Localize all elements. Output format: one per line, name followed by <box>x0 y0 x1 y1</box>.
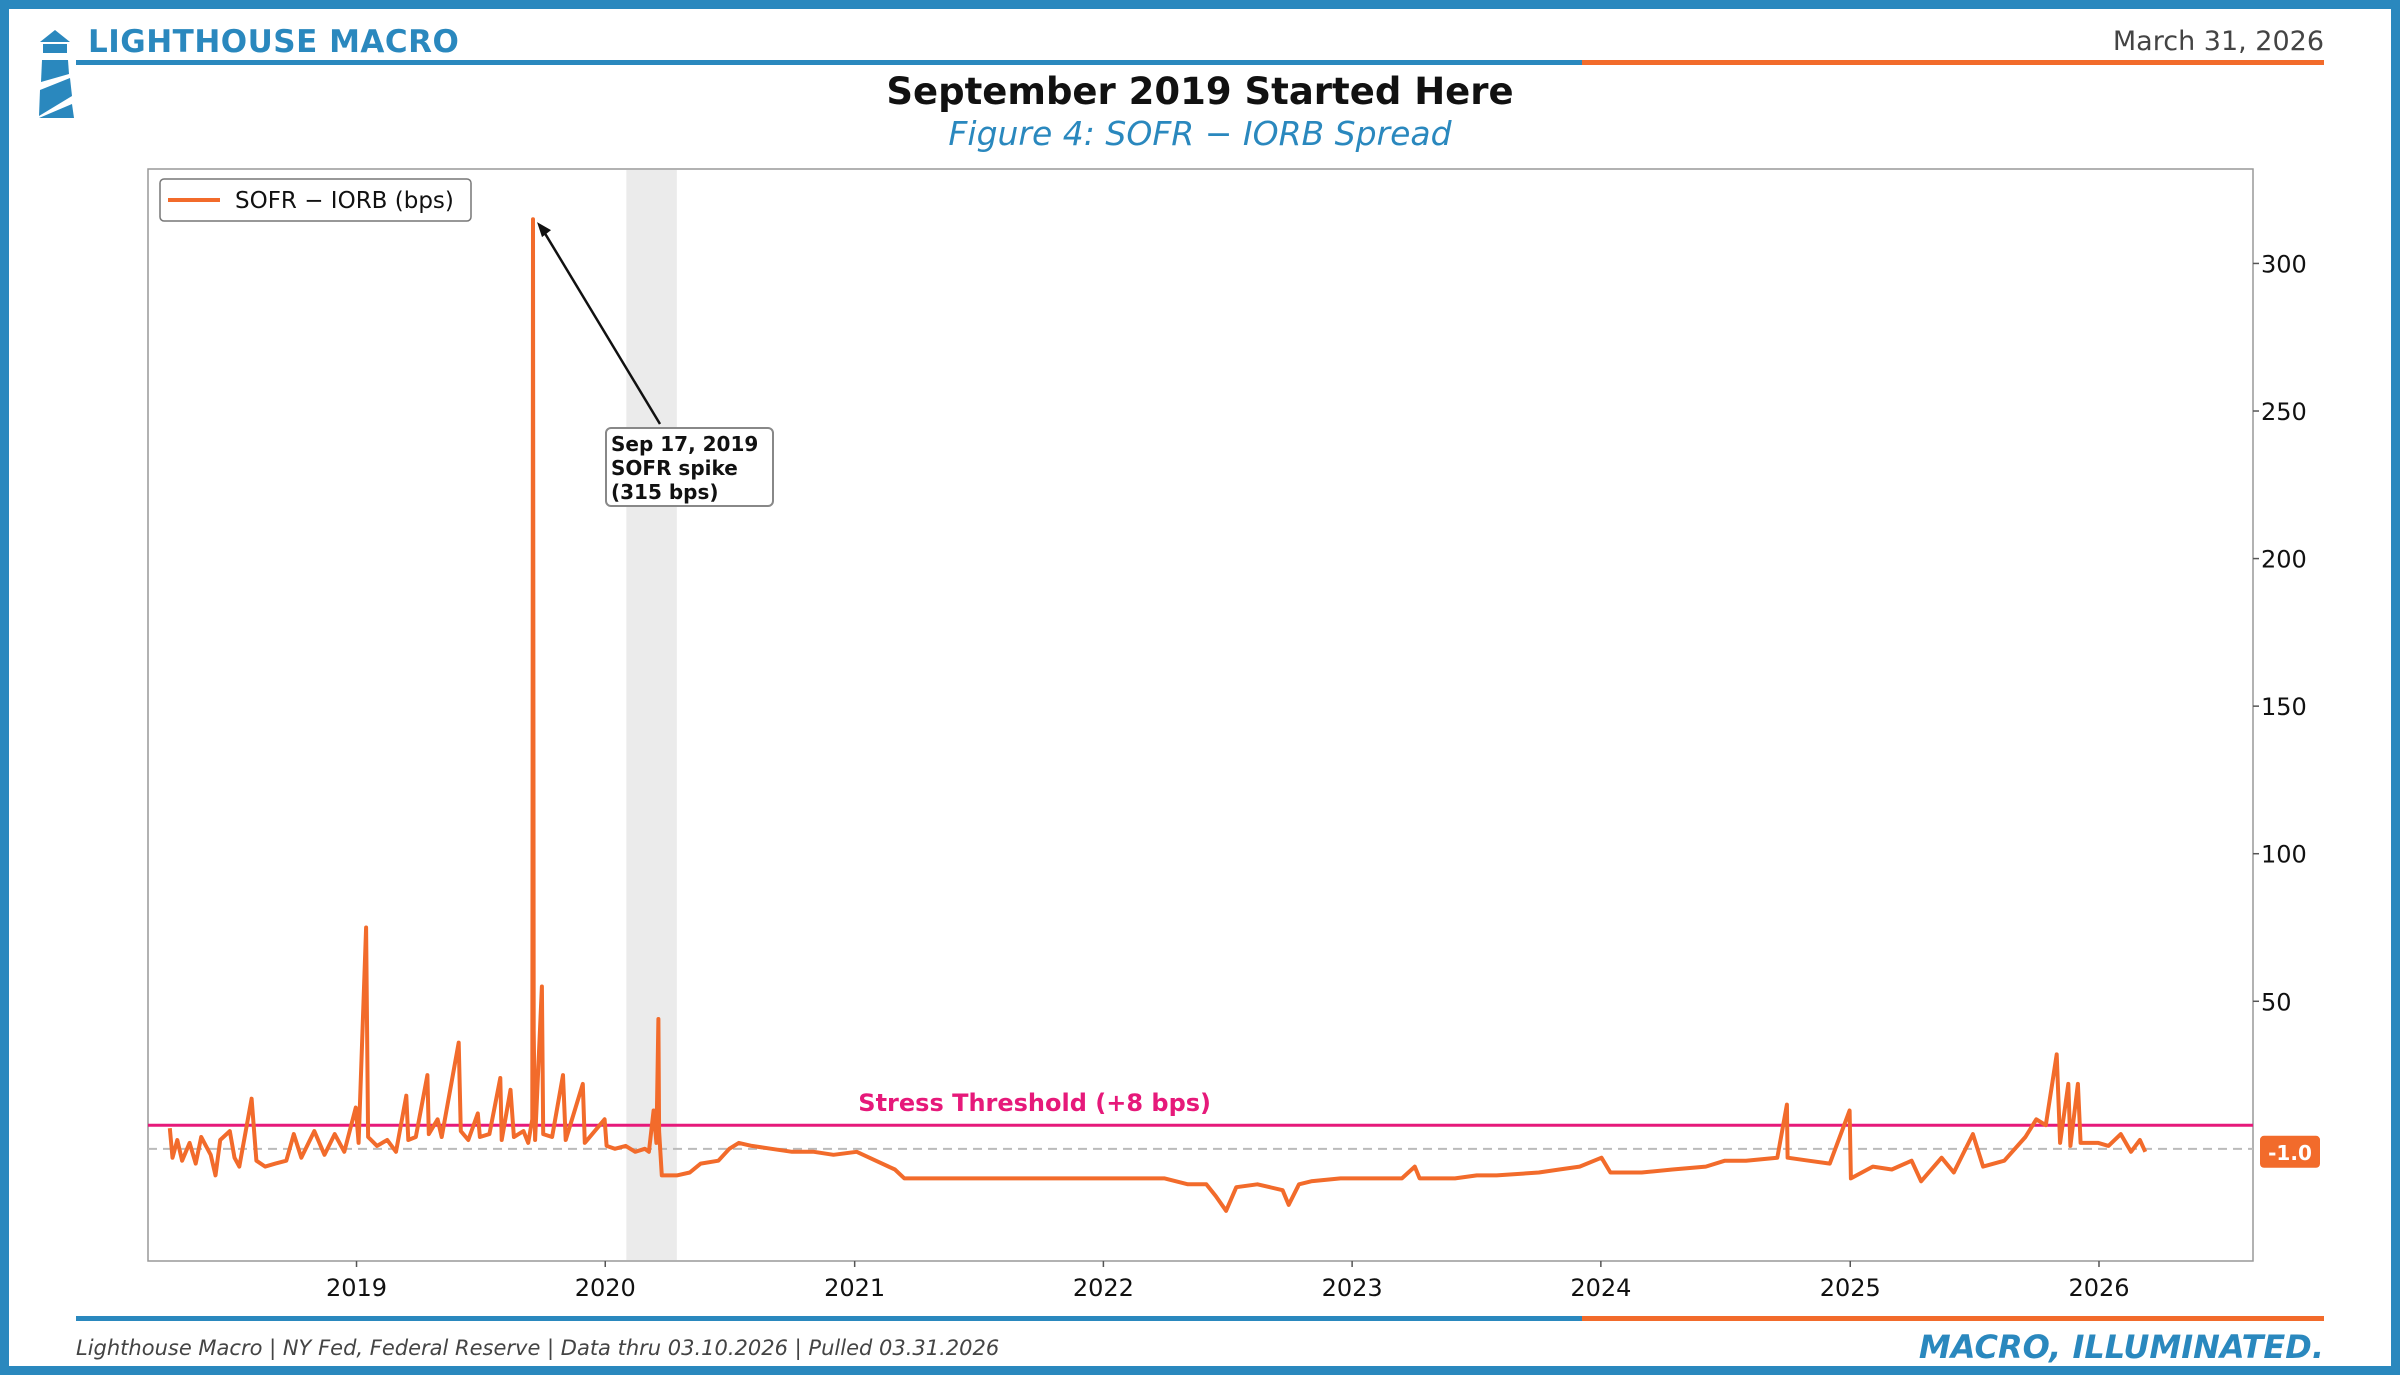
annotation-text: SOFR spike <box>611 456 738 480</box>
annotation-text: Sep 17, 2019 <box>611 432 758 456</box>
x-tick-label: 2022 <box>1073 1274 1134 1302</box>
figure-subtitle: Figure 4: SOFR − IORB Spread <box>948 114 1452 153</box>
x-tick-label: 2025 <box>1820 1274 1881 1302</box>
last-value-label: -1.0 <box>2268 1141 2312 1165</box>
brand-name: LIGHTHOUSE MACRO <box>88 24 460 60</box>
x-tick-label: 2024 <box>1570 1274 1631 1302</box>
lighthouse-logo-icon <box>39 30 74 118</box>
report-date: March 31, 2026 <box>2112 26 2324 57</box>
last-value-badge <box>2260 1135 2320 1168</box>
annotation-text: (315 bps) <box>611 480 719 504</box>
y-tick-label: 200 <box>2261 546 2307 574</box>
legend-label: SOFR − IORB (bps) <box>235 188 454 214</box>
y-tick-label: 100 <box>2261 841 2307 869</box>
footer-tagline: MACRO, ILLUMINATED. <box>1918 1328 2324 1366</box>
x-tick-label: 2019 <box>326 1274 387 1302</box>
y-tick-label: 300 <box>2261 250 2307 278</box>
header-rule <box>76 60 2324 65</box>
legend-box <box>159 178 472 222</box>
page-title: September 2019 Started Here <box>886 70 1514 113</box>
source-note: Lighthouse Macro | NY Fed, Federal Reser… <box>76 1336 1000 1360</box>
y-tick-label: 150 <box>2261 693 2307 721</box>
shaded-range <box>626 170 677 1260</box>
annotation-arrowhead <box>537 222 552 238</box>
x-tick-label: 2026 <box>2068 1274 2129 1302</box>
annotation-arrow <box>541 229 662 425</box>
series-line <box>167 217 2148 1213</box>
x-tick-label: 2020 <box>575 1274 636 1302</box>
footer-rule <box>76 1316 2324 1321</box>
annotation-box <box>605 427 774 507</box>
x-tick-label: 2023 <box>1322 1274 1383 1302</box>
y-tick-label: 250 <box>2261 398 2307 426</box>
y-tick-label: 50 <box>2261 988 2292 1016</box>
x-tick-label: 2021 <box>824 1274 885 1302</box>
threshold-label: Stress Threshold (+8 bps) <box>858 1089 1211 1117</box>
